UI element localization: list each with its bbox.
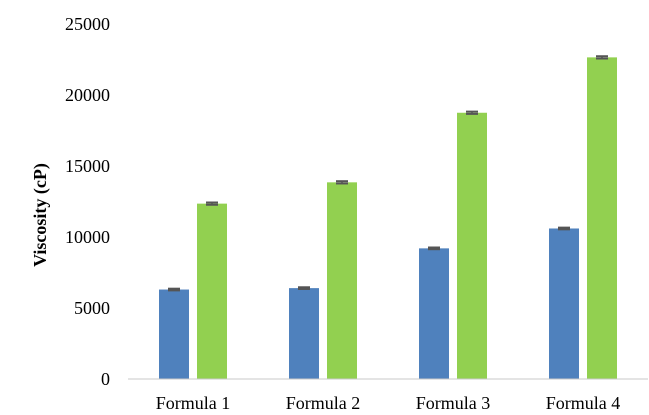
bar-series-1-formula-1 xyxy=(159,289,189,379)
y-tick-label: 25000 xyxy=(65,14,110,34)
bar-series-2-formula-2 xyxy=(327,182,357,379)
bar-series-1-formula-2 xyxy=(289,288,319,379)
bar-series-2-formula-1 xyxy=(197,203,227,379)
y-axis-title: Viscosity (cP) xyxy=(30,163,51,267)
y-tick-label: 10000 xyxy=(65,227,110,247)
y-tick-label: 20000 xyxy=(65,85,110,105)
y-tick-label: 0 xyxy=(101,369,110,389)
x-axis-ticks: Formula 1 Formula 2 Formula 3 Formula 4 xyxy=(156,393,621,413)
bar-series-1-formula-4 xyxy=(549,228,579,379)
y-axis-ticks: 0 5000 10000 15000 20000 25000 xyxy=(65,14,110,389)
x-tick-label: Formula 4 xyxy=(546,393,621,413)
y-tick-label: 5000 xyxy=(74,298,110,318)
bar-series-1-formula-3 xyxy=(419,248,449,379)
bar-series-2-formula-4 xyxy=(587,57,617,380)
bars xyxy=(159,57,617,380)
y-tick-label: 15000 xyxy=(65,156,110,176)
x-tick-label: Formula 3 xyxy=(416,393,491,413)
x-tick-label: Formula 1 xyxy=(156,393,231,413)
error-bars xyxy=(168,55,608,292)
bar-series-2-formula-3 xyxy=(457,112,487,379)
x-tick-label: Formula 2 xyxy=(286,393,361,413)
